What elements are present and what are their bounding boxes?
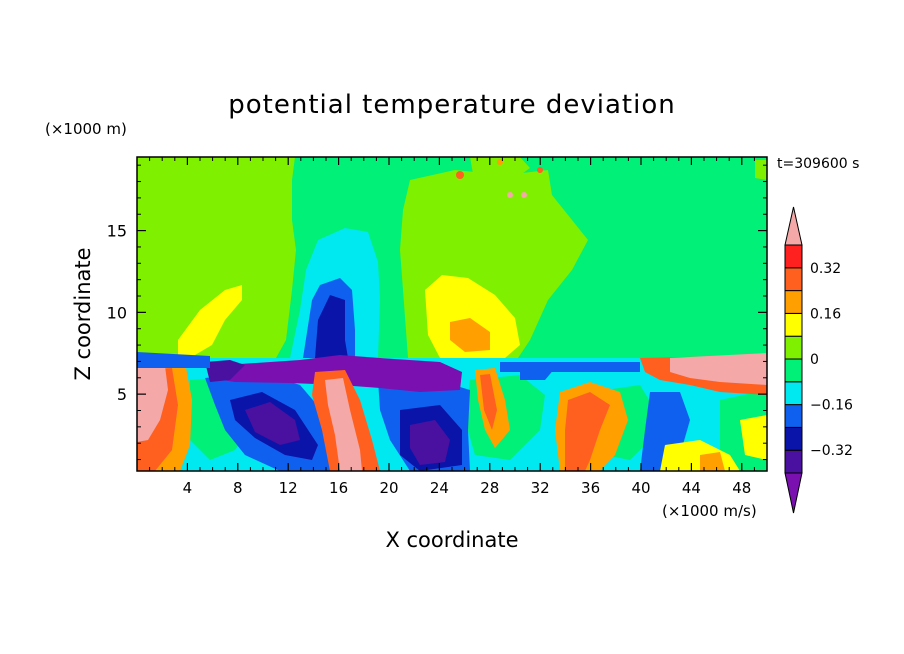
x-tick-label: 12 (279, 479, 298, 497)
region-mid-orange (450, 318, 490, 352)
x-tick-label: 44 (682, 479, 701, 497)
colorbar-box (784, 312, 803, 337)
region-far-right-orange (700, 452, 725, 471)
colorbar-box (784, 449, 803, 474)
colorbar-box (784, 335, 803, 360)
spot-top-5 (521, 192, 527, 198)
x-tick-label: 40 (631, 479, 650, 497)
x-tick-label: 4 (183, 479, 193, 497)
time-label: t=309600 s (777, 156, 859, 172)
region-mid-yellow (425, 275, 520, 358)
x-unit-label: (×1000 m/s) (662, 502, 757, 520)
y-tick-label: 15 (107, 222, 127, 241)
y-tick-label: 10 (107, 303, 127, 322)
colorbar-box (784, 244, 803, 269)
region-upper-left-positive (137, 157, 296, 358)
region-band-blue-right (500, 362, 640, 372)
region-right-red (565, 392, 610, 471)
region-top-right-positive (755, 160, 767, 180)
x-tick-label: 20 (379, 479, 398, 497)
region-indigo-mid (410, 420, 450, 465)
x-axis-title: X coordinate (385, 528, 518, 552)
x-tick-label: 36 (581, 479, 600, 497)
colorbar-box (784, 381, 803, 406)
region-left-edge-pink (137, 366, 168, 442)
spot-top-2 (497, 159, 503, 165)
x-tick-label: 24 (430, 479, 449, 497)
colorbar-box (784, 290, 803, 314)
region-plume-28-red (480, 374, 497, 430)
x-tick-label: 32 (531, 479, 550, 497)
region-left-yellow (178, 285, 242, 355)
colorbar-box (784, 267, 803, 292)
y-tick-label: 5 (117, 385, 127, 404)
region-right-band-pink (670, 353, 767, 385)
colorbar-min-triangle (784, 472, 803, 514)
x-tick-label: 8 (233, 479, 243, 497)
region-indigo-band-edge (205, 360, 245, 382)
y-axis-title: Z coordinate (71, 247, 95, 380)
colorbar: 0.32 0.16 0 −0.16 −0.32 (784, 206, 853, 514)
y-unit-label: (×1000 m) (45, 120, 127, 138)
region-far-right-lower-yellow (740, 415, 767, 460)
colorbar-max-triangle (784, 206, 803, 246)
spot-top-1 (456, 171, 464, 179)
region-indigo-left (245, 402, 300, 445)
colorbar-box (784, 358, 803, 383)
spot-top-4 (507, 192, 513, 198)
region-top-mid-small (470, 157, 530, 190)
x-tick-label: 28 (480, 479, 499, 497)
spot-top-3 (537, 167, 543, 173)
colorbar-tick-label: 0.16 (810, 306, 841, 322)
colorbar-tick-label: −0.32 (810, 443, 853, 459)
colorbar-box (784, 426, 803, 451)
contour-field (137, 157, 767, 471)
colorbar-box (784, 404, 803, 428)
region-dark-blue-column (315, 295, 348, 358)
x-tick-label: 16 (329, 479, 348, 497)
colorbar-tick-label: 0 (810, 352, 819, 368)
chart-title: potential temperature deviation (228, 90, 675, 120)
x-tick-label: 48 (732, 479, 751, 497)
colorbar-tick-label: −0.16 (810, 398, 853, 414)
region-plume-mid-pink (325, 378, 362, 471)
region-band-blue-left (137, 352, 210, 368)
colorbar-tick-label: 0.32 (810, 261, 841, 277)
